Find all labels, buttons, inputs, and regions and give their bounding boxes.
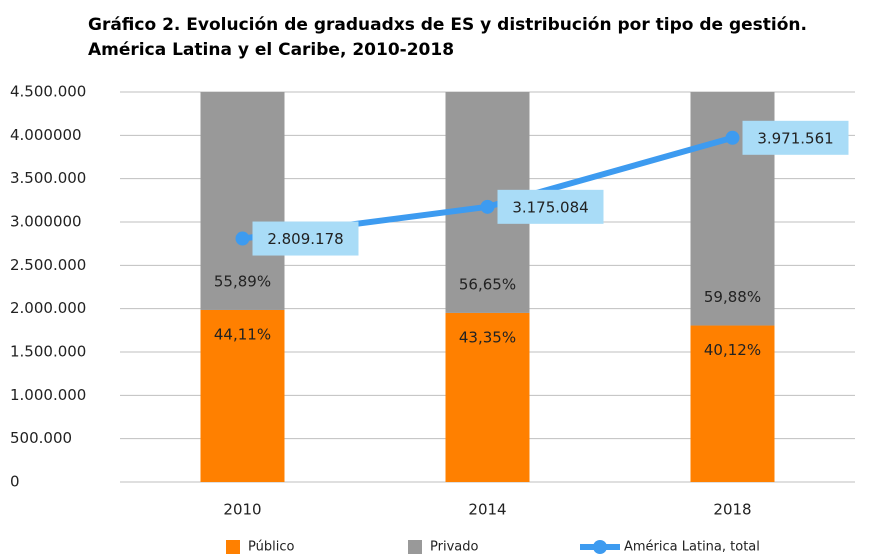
x-tick-label: 2010 <box>223 501 261 519</box>
legend-label: América Latina, total <box>624 540 760 555</box>
bar-segment <box>445 312 530 482</box>
bar-segment <box>200 309 285 482</box>
chart-title: Gráfico 2. Evolución de graduadxs de ES … <box>88 15 807 35</box>
line-point <box>235 231 250 246</box>
data-label-box <box>742 120 849 155</box>
y-tick-label: 4.000000 <box>10 126 82 144</box>
data-label: 43,35% <box>459 328 516 346</box>
y-tick-label: 0 <box>10 473 20 491</box>
y-tick-label: 3.500.000 <box>10 169 86 187</box>
data-label: 3.175.084 <box>512 198 588 216</box>
data-label-box <box>252 221 359 256</box>
y-tick-label: 3.000000 <box>10 213 82 231</box>
bar-segment <box>200 92 285 310</box>
data-label: 59,88% <box>704 288 761 306</box>
line-point <box>725 130 740 145</box>
data-label: 55,89% <box>214 272 271 290</box>
legend-label: Privado <box>430 540 478 555</box>
legend-swatch <box>226 540 240 554</box>
y-tick-label: 500.000 <box>10 429 72 447</box>
legend-marker <box>593 540 607 554</box>
data-label: 40,12% <box>704 341 761 359</box>
y-tick-label: 1.000.000 <box>10 386 86 404</box>
x-tick-label: 2014 <box>468 501 506 519</box>
chart-subtitle: América Latina y el Caribe, 2010-2018 <box>88 40 454 60</box>
line-point <box>480 199 495 214</box>
legend-swatch <box>408 540 422 554</box>
y-tick-label: 2.500.000 <box>10 256 86 274</box>
data-label: 44,11% <box>214 325 271 343</box>
x-tick-label: 2018 <box>713 501 751 519</box>
data-label: 3.971.561 <box>757 129 833 147</box>
y-tick-label: 2.000.000 <box>10 299 86 317</box>
legend-label: Público <box>248 540 294 555</box>
data-label: 2.809.178 <box>267 230 343 248</box>
data-label-box <box>497 189 604 224</box>
bar-segment <box>690 325 775 482</box>
y-tick-label: 4.500.000 <box>10 83 86 101</box>
data-label: 56,65% <box>459 275 516 293</box>
y-tick-label: 1.500.000 <box>10 343 86 361</box>
